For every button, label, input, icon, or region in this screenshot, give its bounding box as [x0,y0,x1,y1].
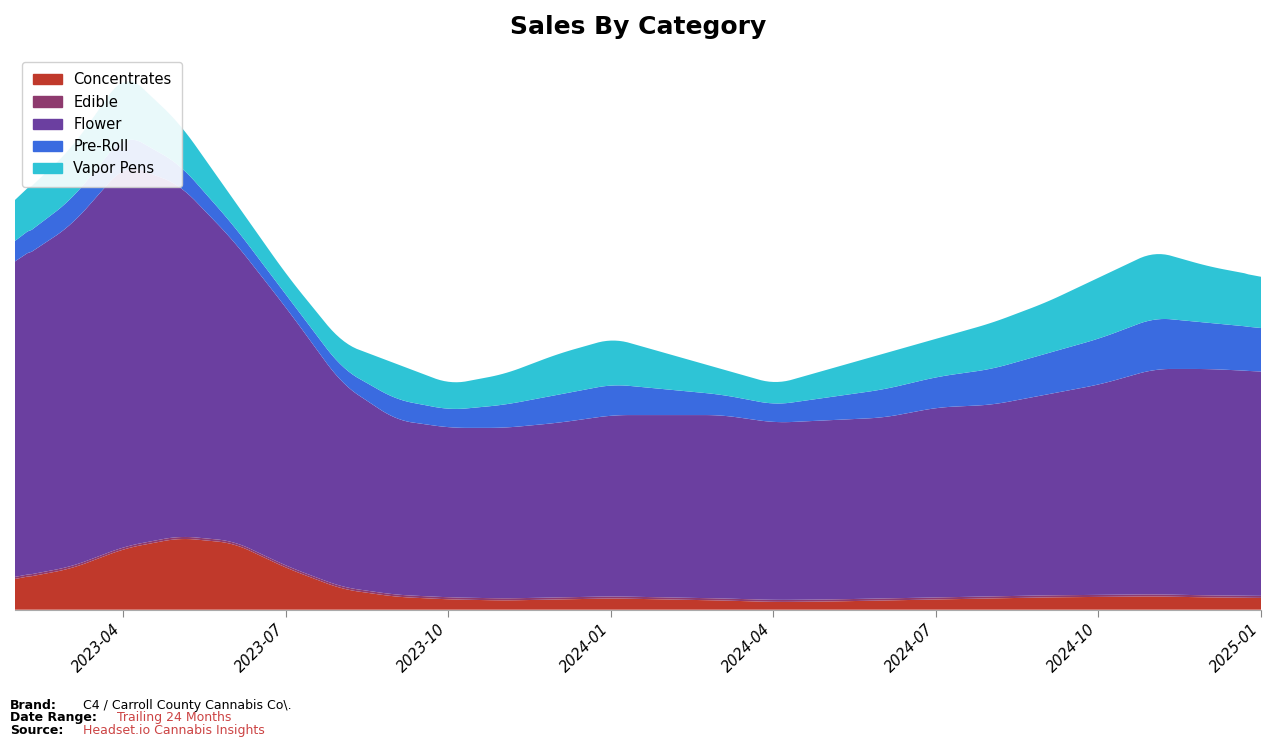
Text: Source:: Source: [10,724,64,737]
Text: Headset.io Cannabis Insights: Headset.io Cannabis Insights [83,724,264,737]
Title: Sales By Category: Sales By Category [510,15,766,39]
Text: Date Range:: Date Range: [10,712,97,724]
Legend: Concentrates, Edible, Flower, Pre-Roll, Vapor Pens: Concentrates, Edible, Flower, Pre-Roll, … [22,62,181,187]
Text: Brand:: Brand: [10,699,57,712]
Text: Trailing 24 Months: Trailing 24 Months [117,712,232,724]
Text: C4 / Carroll County Cannabis Co\.: C4 / Carroll County Cannabis Co\. [83,699,291,712]
